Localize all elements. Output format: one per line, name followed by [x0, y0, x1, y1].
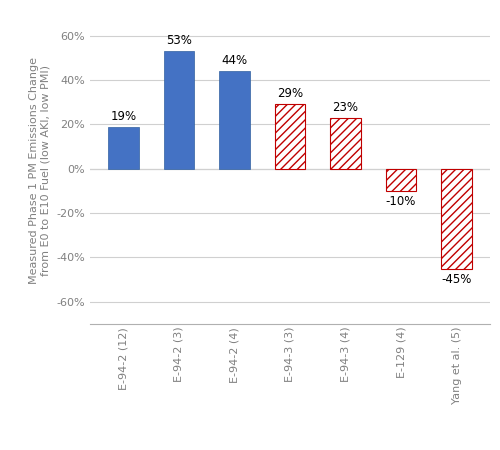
- Text: 19%: 19%: [110, 110, 136, 123]
- Bar: [164, 51, 194, 169]
- Text: -45%: -45%: [442, 273, 472, 286]
- Bar: [330, 118, 361, 169]
- Y-axis label: Measured Phase 1 PM Emissions Change
from E0 to E10 Fuel (low AKI, low PMI): Measured Phase 1 PM Emissions Change fro…: [29, 58, 51, 284]
- Text: 29%: 29%: [277, 87, 303, 100]
- Text: -10%: -10%: [386, 195, 416, 208]
- Text: 23%: 23%: [332, 101, 358, 114]
- Bar: [274, 104, 306, 169]
- Bar: [386, 169, 416, 191]
- Text: 53%: 53%: [166, 34, 192, 47]
- Bar: [219, 71, 250, 169]
- Bar: [442, 169, 472, 269]
- Bar: [108, 126, 138, 169]
- Text: 44%: 44%: [222, 54, 248, 67]
